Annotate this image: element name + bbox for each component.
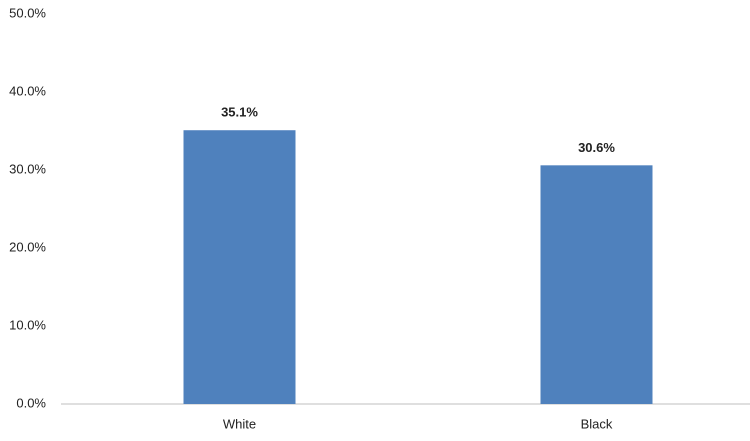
bar — [183, 130, 296, 404]
y-tick-label: 40.0% — [9, 83, 46, 98]
y-tick-label: 30.0% — [9, 161, 46, 176]
y-tick-label: 10.0% — [9, 317, 46, 332]
value-label: 30.6% — [578, 140, 615, 155]
bar — [540, 165, 653, 404]
y-tick-label: 50.0% — [9, 5, 46, 20]
x-tick-label: White — [223, 416, 256, 431]
value-label: 35.1% — [221, 105, 258, 120]
x-tick-label: Black — [581, 416, 613, 431]
y-tick-label: 20.0% — [9, 239, 46, 254]
y-tick-label: 0.0% — [16, 395, 46, 410]
